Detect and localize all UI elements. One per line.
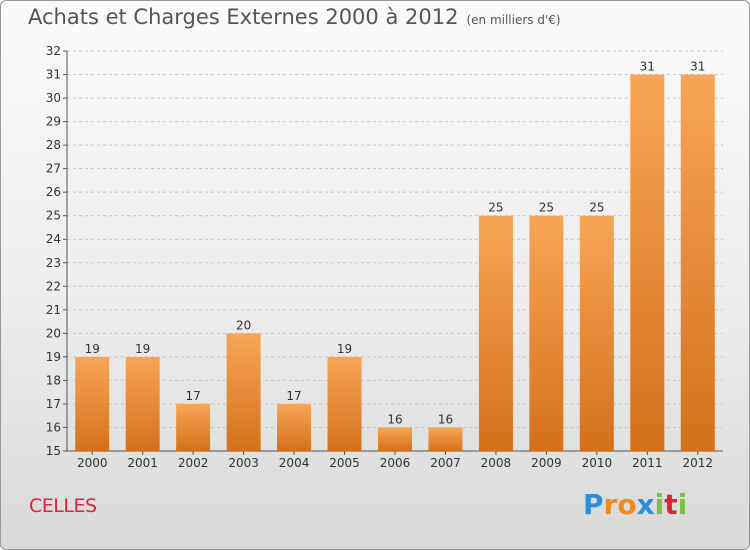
bar-2001 (125, 356, 160, 451)
value-label: 25 (589, 201, 604, 215)
x-tick-label: 2008 (481, 456, 512, 470)
y-tick-label: 30 (46, 91, 61, 105)
y-tick-label: 19 (46, 350, 61, 364)
bar-2005 (327, 356, 362, 451)
title-text: Achats et Charges Externes 2000 à 2012 (28, 5, 459, 29)
bar-2002 (176, 403, 211, 451)
value-label: 19 (337, 342, 352, 356)
labels: 19 2000 19 2001 17 2002 20 2003 17 2004 19 2005 16 20… (77, 60, 713, 470)
x-tick-label: 2004 (279, 456, 310, 470)
bar-2007 (428, 427, 463, 451)
y-tick-label: 25 (46, 209, 61, 223)
bar-2012 (680, 74, 715, 451)
value-label: 31 (640, 60, 655, 74)
y-tick-label: 32 (46, 44, 61, 58)
logo-letter: i (654, 488, 665, 521)
x-tick-label: 2003 (228, 456, 259, 470)
bar-2009 (529, 215, 564, 451)
bar-2004 (277, 403, 312, 451)
x-tick-label: 2012 (682, 456, 713, 470)
y-tick-label: 20 (46, 326, 61, 340)
title-unit: (en milliers d'€) (466, 13, 561, 27)
x-tick-label: 2007 (430, 456, 461, 470)
y-tick-label: 22 (46, 279, 61, 293)
x-tick-label: 2001 (127, 456, 158, 470)
x-tick-label: 2006 (380, 456, 411, 470)
x-tick-label: 2005 (329, 456, 360, 470)
logo-letter: P (583, 488, 604, 521)
x-tick-label: 2000 (77, 456, 108, 470)
y-tick-label: 29 (46, 115, 61, 129)
place-name: CELLES (29, 495, 97, 517)
y-tick-label: 21 (46, 303, 61, 317)
bar-2006 (378, 427, 412, 451)
proxiti-logo: Proxiti (583, 488, 687, 521)
bar-2000 (75, 356, 110, 451)
grid-lines (67, 50, 723, 452)
bar-2008 (478, 215, 513, 451)
y-tick-label: 18 (46, 373, 61, 387)
bar-2003 (226, 333, 261, 451)
x-tick-label: 2011 (632, 456, 663, 470)
y-tick-label: 17 (46, 397, 61, 411)
value-label: 17 (186, 389, 201, 403)
logo-letter: t (664, 488, 678, 521)
value-label: 25 (488, 201, 503, 215)
logo-letter: x (636, 488, 655, 521)
y-tick-label: 31 (46, 68, 61, 82)
logo-letter: r (603, 488, 618, 521)
y-tick-label: 26 (46, 185, 61, 199)
x-tick-label: 2009 (531, 456, 562, 470)
value-label: 31 (690, 60, 705, 74)
bar-2010 (579, 215, 614, 451)
value-label: 16 (438, 412, 453, 426)
value-label: 17 (286, 389, 301, 403)
chart-title: Achats et Charges Externes 2000 à 2012 (e… (28, 5, 561, 29)
x-tick-label: 2002 (178, 456, 209, 470)
y-tick-label: 15 (46, 444, 61, 458)
value-label: 25 (539, 201, 554, 215)
y-tick-label: 27 (46, 162, 61, 176)
value-label: 20 (236, 318, 251, 332)
bar-2011 (630, 74, 665, 451)
value-label: 16 (387, 412, 402, 426)
bars (75, 74, 715, 451)
y-tick-label: 16 (46, 420, 61, 434)
logo-letter: i (677, 488, 688, 521)
value-label: 19 (85, 342, 100, 356)
y-tick-label: 24 (46, 232, 61, 246)
logo-letter: o (617, 488, 637, 521)
y-tick-label: 23 (46, 256, 61, 270)
y-tick-label: 28 (46, 138, 61, 152)
x-tick-label: 2010 (582, 456, 613, 470)
value-label: 19 (135, 342, 150, 356)
